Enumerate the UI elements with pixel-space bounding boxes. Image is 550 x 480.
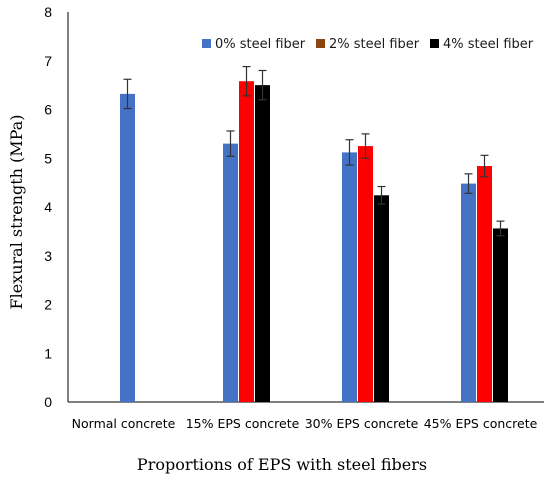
bar-3-4 [493,228,508,402]
bar-2-3 [358,146,373,402]
y-tick-label: 7 [44,53,52,69]
y-tick-label: 8 [44,4,52,20]
legend-label: 2% steel fiber [329,37,420,52]
y-tick-label: 3 [44,248,52,264]
y-tick-label: 5 [44,150,52,166]
bar-2-4 [477,166,492,402]
legend-swatch [316,39,325,48]
y-tick-label: 1 [44,345,52,361]
bar-1-3 [342,152,357,402]
y-tick-label: 2 [44,297,52,313]
y-tick-label: 4 [44,199,52,215]
legend-label: 4% steel fiber [443,37,534,52]
x-tick-label: 45% EPS concrete [424,416,538,431]
bar-1-1 [120,93,135,403]
bar-1-4 [461,183,476,402]
legend-label: 0% steel fiber [215,37,306,52]
y-axis-title: Flexural strength (MPa) [7,115,26,310]
x-tick-label: 15% EPS concrete [186,416,300,431]
bar-1-2 [223,143,238,402]
bar-3-3 [374,195,389,402]
legend-swatch [202,39,211,48]
bar-2-2 [239,81,254,402]
x-tick-label: 30% EPS concrete [305,416,419,431]
x-tick-label: Normal concrete [72,416,176,431]
y-tick-label: 0 [44,394,52,410]
bar-3-2 [255,85,270,402]
y-tick-label: 6 [44,102,52,118]
legend-swatch [430,39,439,48]
x-axis-title: Proportions of EPS with steel fibers [137,455,427,474]
